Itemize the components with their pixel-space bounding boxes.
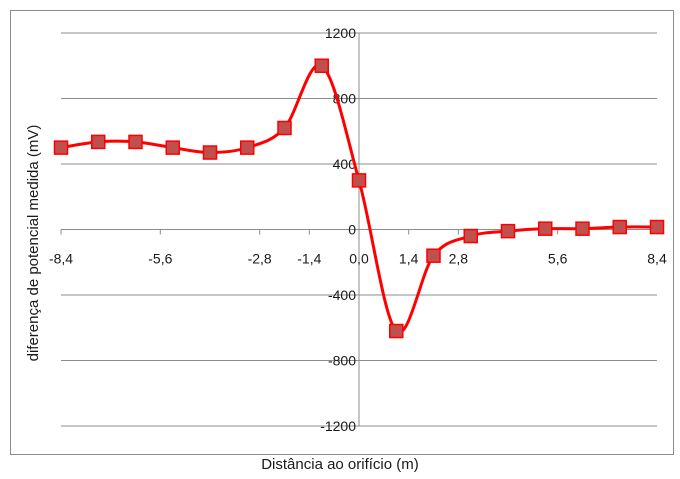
x-tick-labels: -8,4 -5,6 -2,8 -1,4 0,0 1,4 2,8 5,6 8,4 (49, 251, 667, 267)
data-point (538, 221, 553, 236)
x-tick-label: -1,4 (297, 251, 321, 267)
y-tick-label: 1200 (325, 25, 356, 41)
x-tick-label: 1,4 (399, 251, 419, 267)
data-point (389, 323, 404, 339)
data-point (612, 219, 627, 235)
x-tick-label: -8,4 (49, 251, 73, 267)
x-tick-label: -5,6 (148, 251, 172, 267)
x-tick-label: 8,4 (647, 251, 667, 267)
x-tick-label: 2,8 (449, 251, 469, 267)
data-point (500, 223, 516, 239)
data-point (91, 134, 106, 150)
y-tick-label: 400 (333, 156, 357, 172)
x-axis-title: Distância ao orifício (m) (261, 456, 419, 473)
markers (53, 58, 665, 339)
y-tick-label: 0 (348, 222, 356, 238)
data-point (463, 228, 478, 244)
y-tick-label: -400 (328, 287, 356, 303)
data-point (202, 145, 218, 160)
data-point (128, 134, 143, 150)
data-point (53, 140, 69, 155)
chart-frame (10, 10, 674, 455)
x-tick-label: 0,0 (349, 251, 369, 267)
data-point (277, 120, 292, 136)
x-tick-label: -2,8 (248, 251, 272, 267)
data-point (351, 173, 367, 188)
data-point (426, 248, 441, 263)
y-tick-label: -800 (328, 353, 356, 369)
y-tick-label: -1200 (320, 418, 356, 434)
data-point (165, 140, 180, 155)
data-point (240, 140, 255, 155)
x-tick-label: 5,6 (548, 251, 568, 267)
data-point (649, 219, 665, 235)
y-axis-title: diferença de potencial medida (mV) (25, 125, 42, 362)
data-point (575, 221, 590, 236)
data-point (314, 58, 329, 73)
